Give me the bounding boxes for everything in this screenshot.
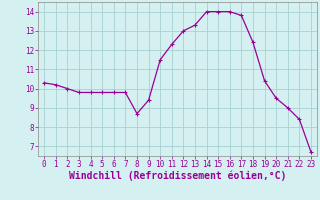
X-axis label: Windchill (Refroidissement éolien,°C): Windchill (Refroidissement éolien,°C): [69, 171, 286, 181]
